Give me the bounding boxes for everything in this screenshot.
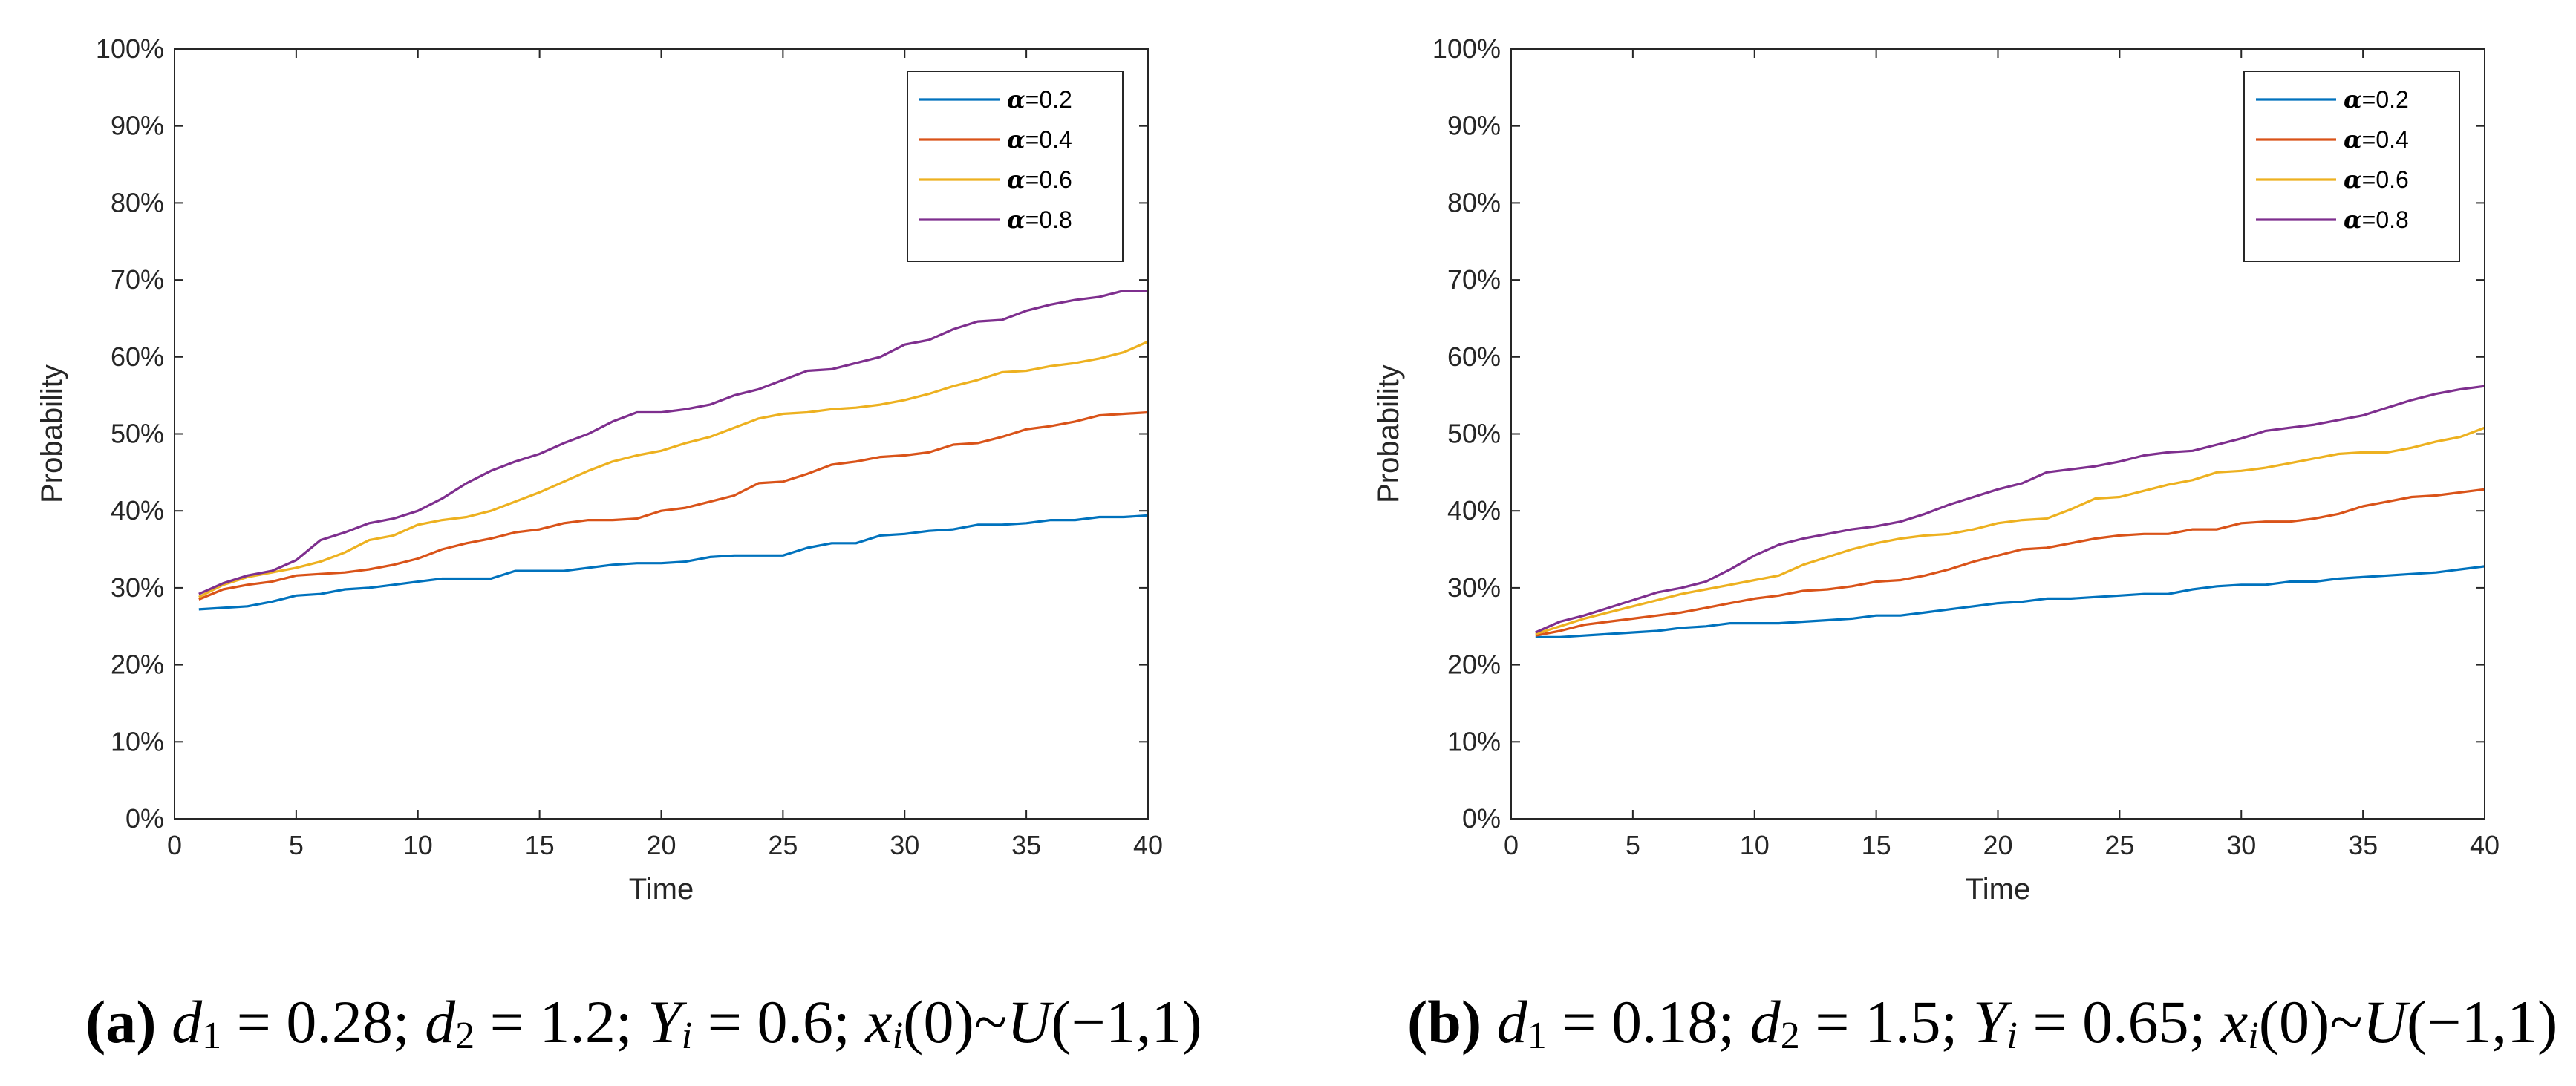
y-tick-label-a: 30% (111, 572, 164, 603)
y-tick-label-b: 90% (1447, 111, 1501, 141)
legend-label-a-3: α=0.6 (1007, 166, 1072, 194)
legend-label-b-2: α=0.4 (2344, 125, 2409, 154)
series-line-b-2 (1535, 488, 2485, 637)
y-tick-label-a: 10% (111, 726, 164, 756)
caption-a: (a) d1 = 0.28; d2 = 1.2; Yi = 0.6; xi(0)… (85, 988, 1202, 1057)
series-line-a-4 (198, 290, 1148, 595)
series-line-a-1 (198, 514, 1149, 611)
x-tick-label-b: 0 (1504, 830, 1519, 860)
x-tick-label-a: 10 (403, 830, 433, 860)
y-tick-label-a: 50% (111, 419, 164, 449)
axes-box-b (1510, 48, 2485, 820)
caption-b-label: (b) (1407, 988, 1481, 1056)
legend-a (907, 71, 1124, 262)
chart-b: 0% 10% 20% 30% 40% 50% 60% 70% 80% 90% 100% 0 5 10 15 2… (1372, 33, 2500, 906)
x-tick-label-b: 15 (1862, 830, 1891, 860)
legend-b (2243, 71, 2460, 262)
series-line-a-3 (198, 340, 1149, 598)
y-tick-label-b: 50% (1447, 419, 1501, 449)
x-tick-label-b: 25 (2104, 830, 2134, 860)
x-tick-label-b: 5 (1626, 830, 1640, 860)
legend-label-a-2: α=0.4 (1007, 125, 1072, 154)
legend-label-b-1: α=0.2 (2344, 85, 2409, 114)
y-tick-label-b: 0% (1462, 803, 1501, 834)
legend-label-b-4: α=0.8 (2344, 206, 2409, 234)
y-tick-label-a: 20% (111, 650, 164, 680)
y-axis-label-b: Probability (1372, 364, 1405, 503)
y-tick-label-a: 0% (125, 803, 164, 834)
axes-box-a (174, 48, 1149, 820)
x-tick-label-a: 20 (646, 830, 676, 860)
x-axis-label-b: Time (1966, 873, 2030, 906)
x-tick-label-a: 40 (1133, 830, 1163, 860)
series-line-a-2 (198, 410, 1149, 601)
y-tick-label-b: 60% (1447, 341, 1501, 372)
legend-label-a-4: α=0.8 (1007, 206, 1072, 234)
x-tick-label-b: 30 (2226, 830, 2256, 860)
legend-label-b-3: α=0.6 (2344, 166, 2409, 194)
y-tick-label-b: 40% (1447, 495, 1501, 526)
y-tick-label-b: 100% (1432, 33, 1501, 64)
y-tick-label-b: 10% (1447, 726, 1501, 756)
caption-a-label: (a) (85, 988, 157, 1056)
series-line-b-4 (1535, 385, 2485, 634)
x-tick-label-b: 20 (1983, 830, 2012, 860)
x-tick-label-a: 5 (289, 830, 304, 860)
legend-label-a-1: α=0.2 (1007, 85, 1072, 114)
y-axis-label-a: Probability (36, 364, 68, 503)
chart-a: 0% 10% 20% 30% 40% 50% 60% 70% 80% 90% 100% 0 5 10 15 2… (36, 33, 1163, 906)
x-tick-label-a: 15 (525, 830, 555, 860)
x-tick-label-a: 25 (768, 830, 798, 860)
x-axis-label-a: Time (629, 873, 694, 906)
caption-b: (b) d1 = 0.18; d2 = 1.5; Yi = 0.65; xi(0… (1407, 988, 2557, 1057)
x-tick-label-b: 10 (1740, 830, 1770, 860)
series-line-b-3 (1535, 426, 2485, 635)
y-tick-label-a: 70% (111, 264, 164, 295)
y-tick-label-a: 80% (111, 187, 164, 217)
x-tick-label-b: 35 (2348, 830, 2378, 860)
x-tick-label-a: 30 (890, 830, 919, 860)
y-tick-label-b: 80% (1447, 187, 1501, 217)
x-tick-label-b: 40 (2470, 830, 2500, 860)
x-tick-label-a: 0 (167, 830, 182, 860)
y-tick-label-a: 60% (111, 341, 164, 372)
y-tick-label-b: 20% (1447, 650, 1501, 680)
series-line-b-1 (1535, 565, 2485, 638)
x-tick-label-a: 35 (1011, 830, 1041, 860)
y-tick-label-b: 30% (1447, 572, 1501, 603)
y-tick-label-a: 100% (96, 33, 164, 64)
y-tick-label-b: 70% (1447, 264, 1501, 295)
y-tick-label-a: 40% (111, 495, 164, 526)
y-tick-label-a: 90% (111, 111, 164, 141)
